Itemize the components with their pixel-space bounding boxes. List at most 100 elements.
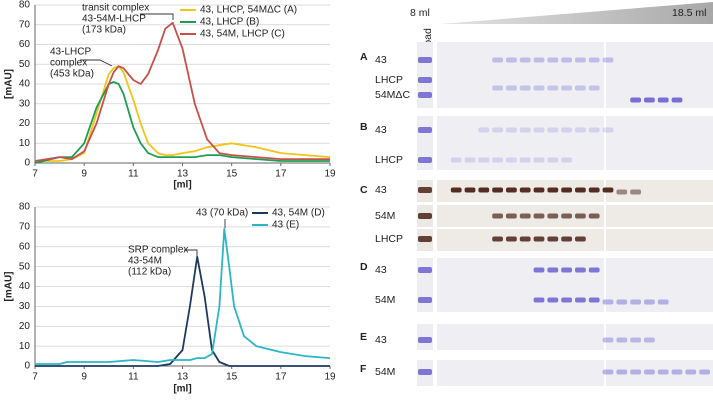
gel-band (519, 187, 531, 193)
protein-label: LHCP (375, 74, 403, 86)
gel-band (602, 57, 614, 63)
gel-band (616, 337, 628, 343)
protein-label: 54M (375, 366, 395, 378)
gel-band (533, 187, 545, 193)
gel-band (630, 299, 641, 305)
gel-band (506, 213, 517, 219)
gel-band (588, 297, 600, 303)
gel-strip (437, 42, 713, 108)
gel-band (602, 127, 614, 133)
gel-band (575, 267, 586, 273)
gel-band (547, 85, 559, 91)
x-tick-label: 11 (128, 169, 139, 180)
gel-band (547, 57, 559, 63)
protein-label: 43 (375, 334, 387, 346)
gel-band (450, 187, 462, 193)
load-band (418, 157, 432, 163)
gel-band (478, 187, 490, 193)
x-tick-label: 13 (177, 169, 189, 180)
gel-band (602, 369, 614, 375)
gel-band (547, 157, 559, 163)
gel-start: 8 ml (410, 7, 430, 19)
x-tick-label: 17 (275, 169, 287, 180)
gel-band (547, 213, 559, 219)
gel-band (588, 127, 600, 133)
y-tick-label: 20 (19, 118, 31, 129)
data-line (35, 65, 331, 162)
gel-band (533, 85, 545, 91)
gel-band (575, 297, 586, 303)
gel-band (506, 57, 517, 63)
gel-band (657, 97, 669, 103)
load-band (418, 213, 432, 219)
gel-band (644, 299, 655, 305)
load-band (418, 236, 432, 242)
gel-band (506, 236, 517, 242)
gel-band (450, 157, 462, 163)
annotation: 43-54M-LHCP (82, 14, 146, 25)
y-tick-label: 60 (19, 39, 31, 50)
gel-band (602, 299, 614, 305)
data-line (34, 21, 330, 162)
gel-band (616, 189, 628, 195)
gel-band (547, 236, 559, 242)
gel-band (478, 127, 490, 133)
gel-band (533, 57, 545, 63)
panel-label: D (360, 261, 368, 273)
gel-band (519, 157, 531, 163)
gel-band (547, 267, 559, 273)
y-tick-label: 40 (19, 79, 31, 90)
y-tick-label: 50 (19, 59, 31, 70)
gel-band (492, 127, 503, 133)
gel-strip (437, 360, 713, 386)
protein-label: 54MΔC (375, 89, 410, 101)
gel-band (561, 57, 572, 63)
protein-label: 43 (375, 124, 387, 136)
x-tick-label: 17 (275, 372, 287, 383)
gel-band (492, 57, 503, 63)
y-tick-label: 70 (19, 19, 31, 30)
protein-label: 43 (375, 184, 387, 196)
protein-label: LHCP (375, 233, 403, 245)
gel-band (575, 213, 586, 219)
x-tick-label: 9 (81, 169, 87, 180)
load-band (418, 369, 432, 375)
annotation: 43 (70 kDa) (196, 208, 248, 219)
y-tick-label: 30 (19, 301, 31, 312)
gel-band (575, 187, 586, 193)
gel-band (671, 369, 683, 375)
gel-band (561, 297, 572, 303)
x-tick-label: 7 (32, 372, 38, 383)
load-band (418, 267, 432, 273)
panel-label: C (360, 184, 368, 196)
gel-band (575, 85, 586, 91)
gel-band (547, 187, 559, 193)
x-tick-label: 9 (81, 372, 87, 383)
annotation: complex (50, 58, 87, 69)
protein-label: 54M (375, 210, 395, 222)
gel-band (533, 213, 545, 219)
x-tick-label: 15 (226, 372, 238, 383)
protein-label: 43 (375, 54, 387, 66)
legend-label: 43, LHCP (B) (200, 17, 259, 28)
legend-label: 43, LHCP, 54MΔC (A) (200, 5, 297, 16)
gel-band (519, 213, 531, 219)
annotation-arrow (140, 13, 174, 20)
gel-band (519, 127, 531, 133)
annotation: (173 kDa) (82, 25, 126, 36)
gel-band (492, 85, 503, 91)
gel-band (519, 236, 531, 242)
gel-band (533, 267, 545, 273)
x-tick-label: 13 (177, 372, 189, 383)
y-tick-label: 80 (19, 202, 31, 213)
gel-band (561, 157, 572, 163)
gel-band (506, 127, 517, 133)
gel-band (561, 127, 572, 133)
gel-band (575, 236, 586, 242)
gel-band (630, 97, 641, 103)
gel-band (561, 213, 572, 219)
panel-label: B (360, 121, 368, 133)
load-lane (417, 258, 433, 312)
y-tick-label: 60 (19, 241, 31, 252)
